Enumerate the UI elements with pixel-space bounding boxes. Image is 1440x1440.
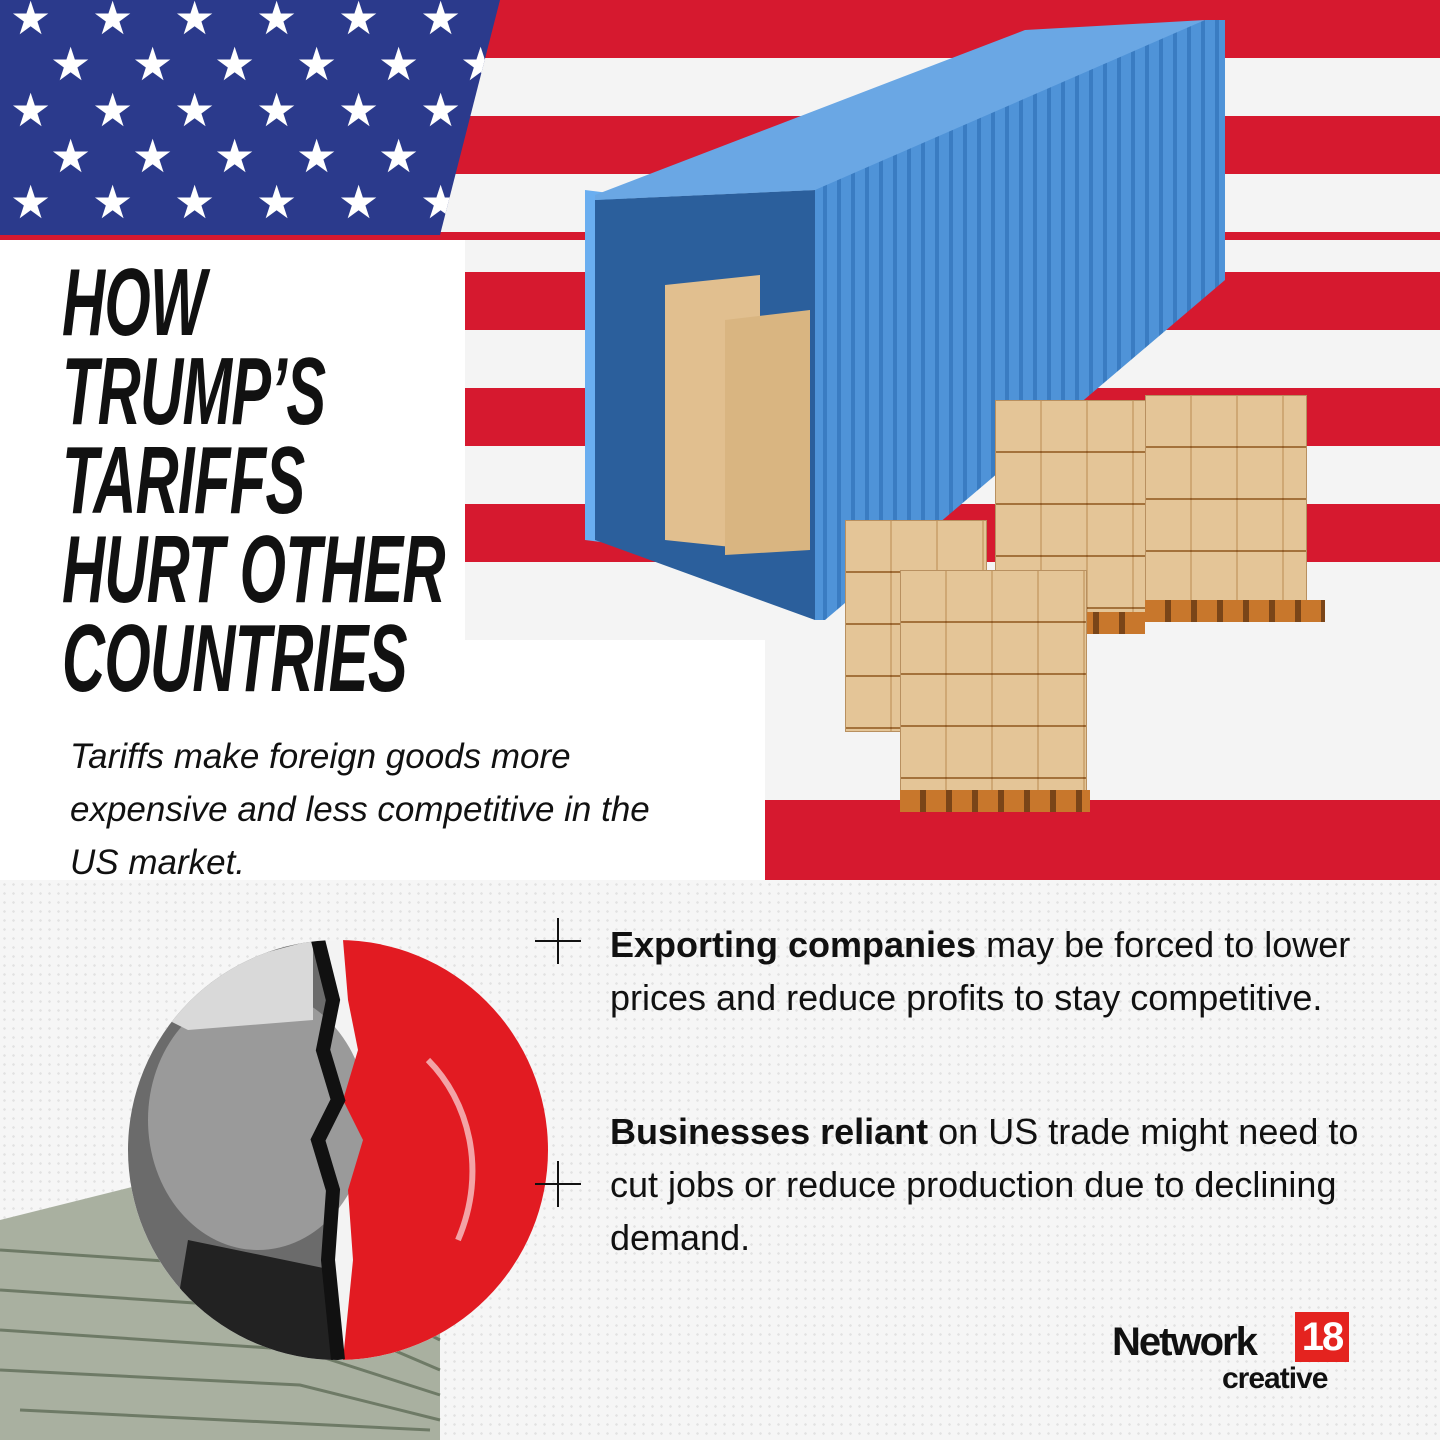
bullet-rest: may be forced to lower prices and reduce… [610,924,1351,1018]
star-icon: ★ [174,84,216,136]
star-icon: ★ [378,38,420,90]
star-icon: ★ [10,176,52,228]
headline-line: HURT OTHER [62,516,446,623]
headline-line: HOW [62,249,206,356]
star-icon: ★ [174,0,216,44]
star-icon: ★ [378,130,420,182]
bullet-bold: Businesses reliant [610,1111,929,1152]
shipping-container-illustration [585,20,1225,620]
star-icon: ★ [214,130,256,182]
headline: HOW TRUMP’S TARIFFS HURT OTHER COUNTRIES [62,249,582,712]
star-icon: ★ [338,84,380,136]
bullet-bold: Exporting companies [610,924,977,965]
cargo-pallet [1145,395,1307,607]
star-icon: ★ [256,176,298,228]
bullet-rest: on US trade might need to cut jobs or re… [610,1111,1359,1258]
star-icon: ★ [214,38,256,90]
star-icon: ★ [338,0,380,44]
star-icon: ★ [10,84,52,136]
cargo-pallet [900,570,1087,792]
star-icon: ★ [92,176,134,228]
star-icon: ★ [420,0,462,44]
logo-sub: creative [1222,1362,1328,1395]
pallet-base [1145,600,1325,622]
headline-line: TRUMP’S [62,338,326,445]
star-icon: ★ [174,176,216,228]
headline-line: COUNTRIES [62,605,408,712]
logo-word: Network [1112,1320,1258,1364]
star-icon: ★ [92,0,134,44]
bullet-text: Businesses reliant on US trade might nee… [610,1105,1375,1264]
network18-creative-logo: Network 18 creative [1112,1312,1352,1395]
star-icon: ★ [132,38,174,90]
star-icon: ★ [50,130,92,182]
star-icon: ★ [50,38,92,90]
star-icon: ★ [256,0,298,44]
star-icon: ★ [296,38,338,90]
star-icon: ★ [10,0,52,44]
bullet-text: Exporting companies may be forced to low… [610,918,1375,1024]
star-icon: ★ [132,130,174,182]
subtitle: Tariffs make foreign goods more expensiv… [70,737,650,882]
star-icon: ★ [92,84,134,136]
trump-portrait [128,940,548,1360]
logo-badge: 18 [1295,1312,1349,1362]
star-icon: ★ [296,130,338,182]
pallet-base [900,790,1090,812]
star-icon: ★ [338,176,380,228]
headline-line: TARIFFS [62,427,305,534]
star-icon: ★ [420,84,462,136]
plus-icon [535,918,581,964]
us-flag-canton: ★★★★★★★★★★★★★★★★★★★★★★★★★★★★★★ [0,0,500,235]
plus-icon [535,1161,581,1207]
star-icon: ★ [256,84,298,136]
